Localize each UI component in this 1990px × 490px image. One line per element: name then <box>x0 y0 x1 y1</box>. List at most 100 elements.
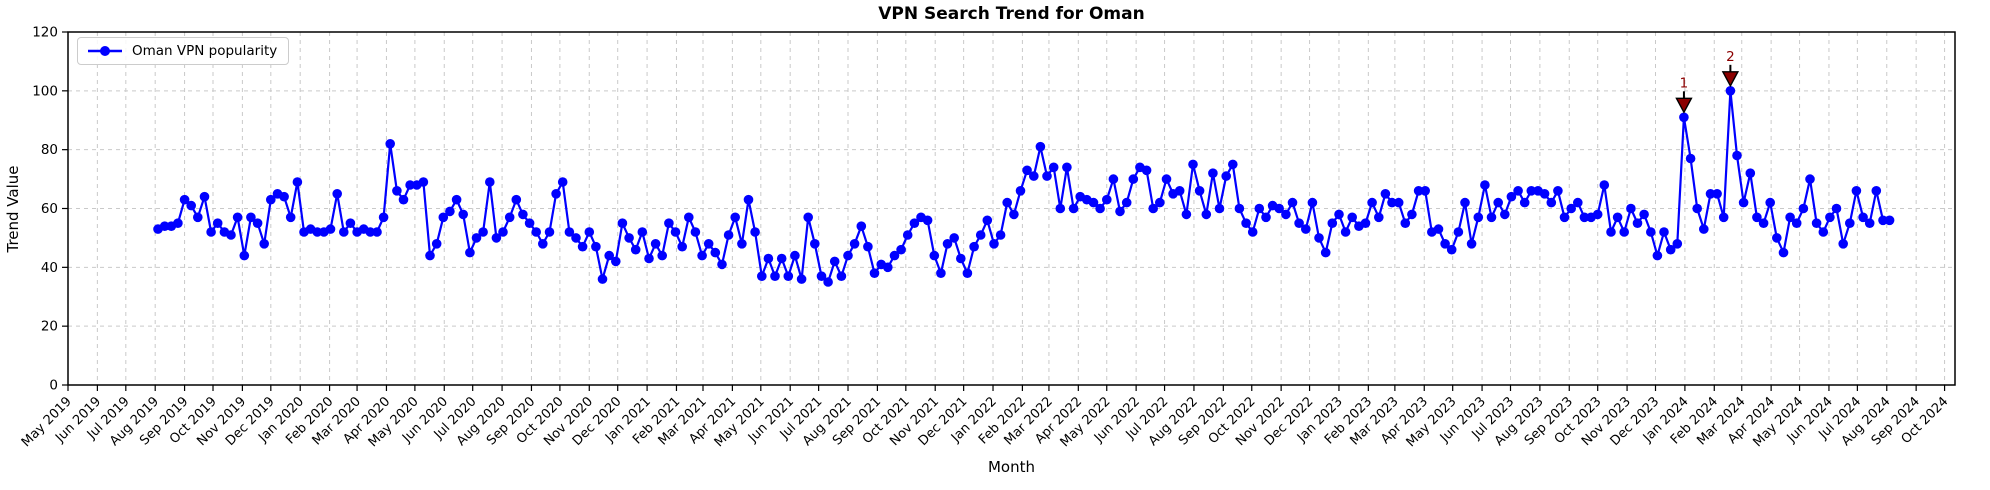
data-point <box>863 241 873 252</box>
data-point <box>737 239 747 249</box>
data-point <box>982 215 993 226</box>
data-point <box>896 244 906 255</box>
data-point <box>405 180 415 190</box>
plot-border <box>67 31 1956 386</box>
data-point <box>438 212 449 223</box>
data-point <box>710 247 721 258</box>
data-point <box>1765 197 1775 208</box>
data-point <box>757 271 767 282</box>
data-point <box>531 227 541 237</box>
data-point <box>1433 224 1444 234</box>
data-point <box>259 239 270 249</box>
data-point <box>1519 197 1530 208</box>
data-point <box>458 209 469 220</box>
data-point <box>226 230 236 240</box>
data-point <box>571 233 581 243</box>
data-point <box>445 206 455 217</box>
data-point <box>1546 197 1557 208</box>
data-point <box>776 253 787 264</box>
data-point <box>989 239 999 249</box>
data-point <box>942 239 953 249</box>
data-point <box>1393 197 1404 208</box>
data-point <box>1102 194 1112 205</box>
data-point <box>1042 171 1052 181</box>
data-point <box>1360 218 1371 228</box>
data-point <box>604 250 614 261</box>
data-point <box>1791 218 1802 228</box>
data-point <box>1307 197 1318 208</box>
data-point <box>1340 227 1351 237</box>
data-point <box>1659 227 1669 237</box>
data-point <box>730 212 740 223</box>
chart-title: VPN Search Trend for Oman <box>878 4 1145 24</box>
data-point <box>1825 212 1835 223</box>
data-point <box>1374 212 1384 223</box>
data-point <box>471 233 482 243</box>
data-point <box>796 274 807 284</box>
data-point <box>1088 197 1099 208</box>
data-point <box>1685 153 1696 164</box>
data-point <box>889 250 900 261</box>
data-point <box>637 227 648 237</box>
data-point <box>1745 168 1756 178</box>
data-point <box>544 227 555 237</box>
data-point <box>1121 197 1132 208</box>
data-point <box>1221 171 1231 181</box>
data-point <box>1679 112 1689 123</box>
data-point <box>1254 203 1265 214</box>
annotation-triangle-icon <box>1721 71 1740 88</box>
data-point <box>591 241 601 252</box>
data-point <box>246 212 256 223</box>
data-point <box>843 250 853 261</box>
data-point <box>1672 239 1683 249</box>
data-point <box>770 271 780 282</box>
data-point <box>491 233 502 243</box>
data-point <box>929 250 940 261</box>
data-point <box>418 177 429 187</box>
data-point <box>644 253 654 264</box>
data-point <box>823 277 833 287</box>
data-point <box>1665 244 1676 255</box>
data-point <box>1732 150 1742 161</box>
annotation-label: 2 <box>1726 49 1735 65</box>
y-tick-label: 80 <box>41 142 58 158</box>
data-point <box>1526 186 1537 196</box>
data-point <box>1838 239 1848 249</box>
data-point <box>193 212 203 223</box>
data-point <box>650 239 661 249</box>
data-point <box>478 227 488 237</box>
data-point <box>252 218 263 228</box>
data-point <box>325 224 336 234</box>
annotation-triangle-icon <box>1675 97 1693 114</box>
data-point <box>1652 250 1663 261</box>
data-point <box>398 194 409 205</box>
data-point <box>1214 203 1225 214</box>
data-point <box>1811 218 1822 228</box>
data-point <box>186 200 196 211</box>
data-point <box>697 250 707 261</box>
data-point <box>431 239 442 249</box>
data-point <box>1460 197 1470 208</box>
data-point <box>524 218 535 228</box>
data-point <box>883 262 893 273</box>
data-point <box>856 221 867 231</box>
data-point <box>1619 227 1629 237</box>
data-point <box>1871 186 1882 196</box>
data-point <box>1579 212 1590 223</box>
data-point <box>1612 212 1623 223</box>
data-point <box>816 271 827 282</box>
data-point <box>1055 203 1066 214</box>
data-point <box>1022 165 1032 176</box>
data-point <box>936 268 946 279</box>
data-point <box>902 230 913 240</box>
data-point <box>577 241 588 252</box>
data-point <box>1785 212 1795 223</box>
data-point <box>1281 209 1291 220</box>
y-axis-label: Trend Value <box>4 165 22 253</box>
legend-label: Oman VPN popularity <box>132 43 278 59</box>
data-point <box>1015 186 1026 196</box>
data-point <box>1539 189 1550 199</box>
data-point <box>750 227 760 237</box>
data-point <box>1287 197 1298 208</box>
data-point <box>1864 218 1875 228</box>
